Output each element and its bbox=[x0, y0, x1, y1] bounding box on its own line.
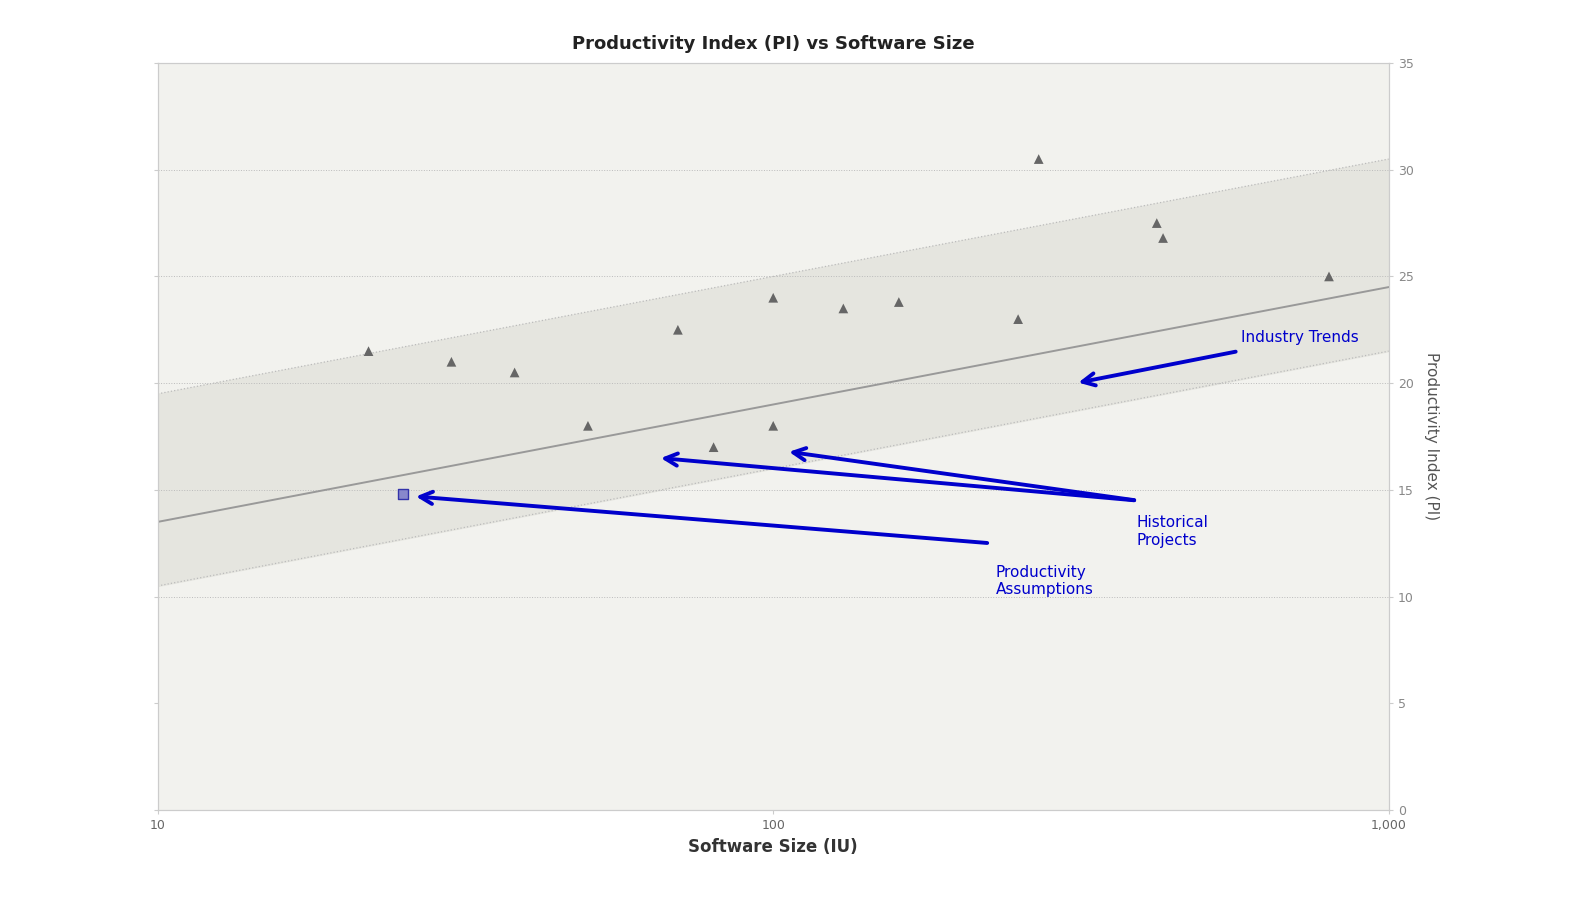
Point bbox=[1026, 152, 1051, 166]
Point bbox=[761, 291, 786, 305]
Text: Historical
Projects: Historical Projects bbox=[1138, 516, 1209, 548]
Point bbox=[1150, 230, 1176, 245]
Point bbox=[1144, 216, 1169, 230]
Point bbox=[502, 365, 527, 380]
Point bbox=[830, 302, 855, 316]
Point bbox=[887, 295, 912, 310]
Point bbox=[1316, 269, 1341, 284]
Y-axis label: Productivity Index (PI): Productivity Index (PI) bbox=[1423, 353, 1439, 520]
Point bbox=[390, 487, 415, 501]
Point bbox=[666, 322, 691, 337]
X-axis label: Software Size (IU): Software Size (IU) bbox=[688, 838, 858, 856]
Text: Industry Trends: Industry Trends bbox=[1240, 329, 1359, 345]
Point bbox=[761, 418, 786, 433]
Point bbox=[1005, 312, 1030, 327]
Point bbox=[576, 418, 601, 433]
Title: Productivity Index (PI) vs Software Size: Productivity Index (PI) vs Software Size bbox=[571, 35, 975, 53]
Text: Productivity
Assumptions: Productivity Assumptions bbox=[996, 564, 1094, 597]
Point bbox=[357, 344, 382, 358]
Point bbox=[439, 355, 464, 369]
Point bbox=[701, 440, 726, 454]
